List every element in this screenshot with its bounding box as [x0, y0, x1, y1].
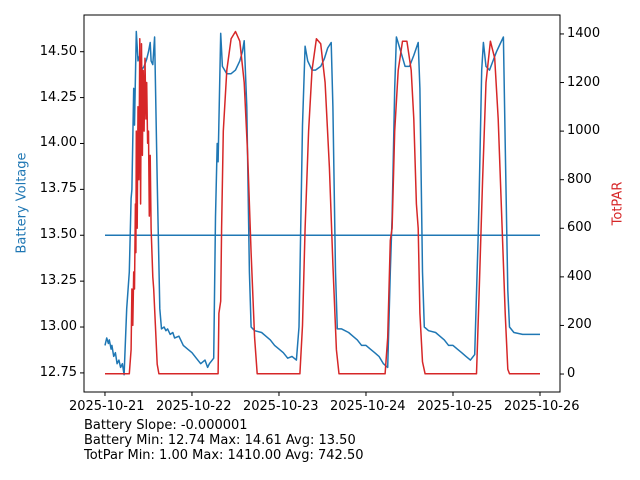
y-right-tick-label: 1400	[567, 25, 601, 41]
y-left-tick-label: 14.50	[39, 43, 77, 59]
series-line-totpar	[105, 30, 540, 375]
y-right-tick-label: 800	[567, 171, 592, 187]
y-left-tick-label: 13.00	[39, 319, 77, 335]
y-right-tick-label: 200	[567, 317, 592, 333]
y-left-tick-label: 14.25	[39, 89, 77, 105]
y-left-tick-label: 13.25	[39, 273, 77, 289]
x-tick-label: 2025-10-22	[155, 399, 232, 414]
y-left-tick-label: 13.75	[39, 181, 77, 197]
y-right-tick-label: 400	[567, 268, 592, 284]
y-right-tick-label: 0	[567, 366, 576, 382]
y-left-label: Battery Voltage	[14, 152, 30, 254]
x-tick-label: 2025-10-26	[503, 399, 580, 414]
series-line-battery-voltage	[104, 30, 540, 376]
y-right-label: TotPAR	[610, 181, 626, 226]
y-right-tick-label: 600	[567, 220, 592, 236]
x-tick-label: 2025-10-24	[329, 399, 406, 414]
annotation-totpar-stats: TotPar Min: 1.00 Max: 1410.00 Avg: 742.5…	[84, 448, 364, 463]
y-left-tick-label: 13.50	[39, 227, 77, 243]
axes-frame	[83, 14, 561, 393]
y-left-tick-label: 12.75	[39, 364, 77, 380]
y-left-tick-label: 14.00	[39, 135, 77, 151]
y-right-tick-label: 1200	[567, 74, 601, 90]
x-tick-label: 2025-10-25	[416, 399, 493, 414]
x-tick-label: 2025-10-21	[68, 399, 145, 414]
y-right-tick-label: 1000	[567, 123, 601, 139]
annotation-slope: Battery Slope: -0.000001	[84, 418, 248, 433]
x-tick-label: 2025-10-23	[242, 399, 319, 414]
annotation-battery-stats: Battery Min: 12.74 Max: 14.61 Avg: 13.50	[84, 433, 356, 448]
